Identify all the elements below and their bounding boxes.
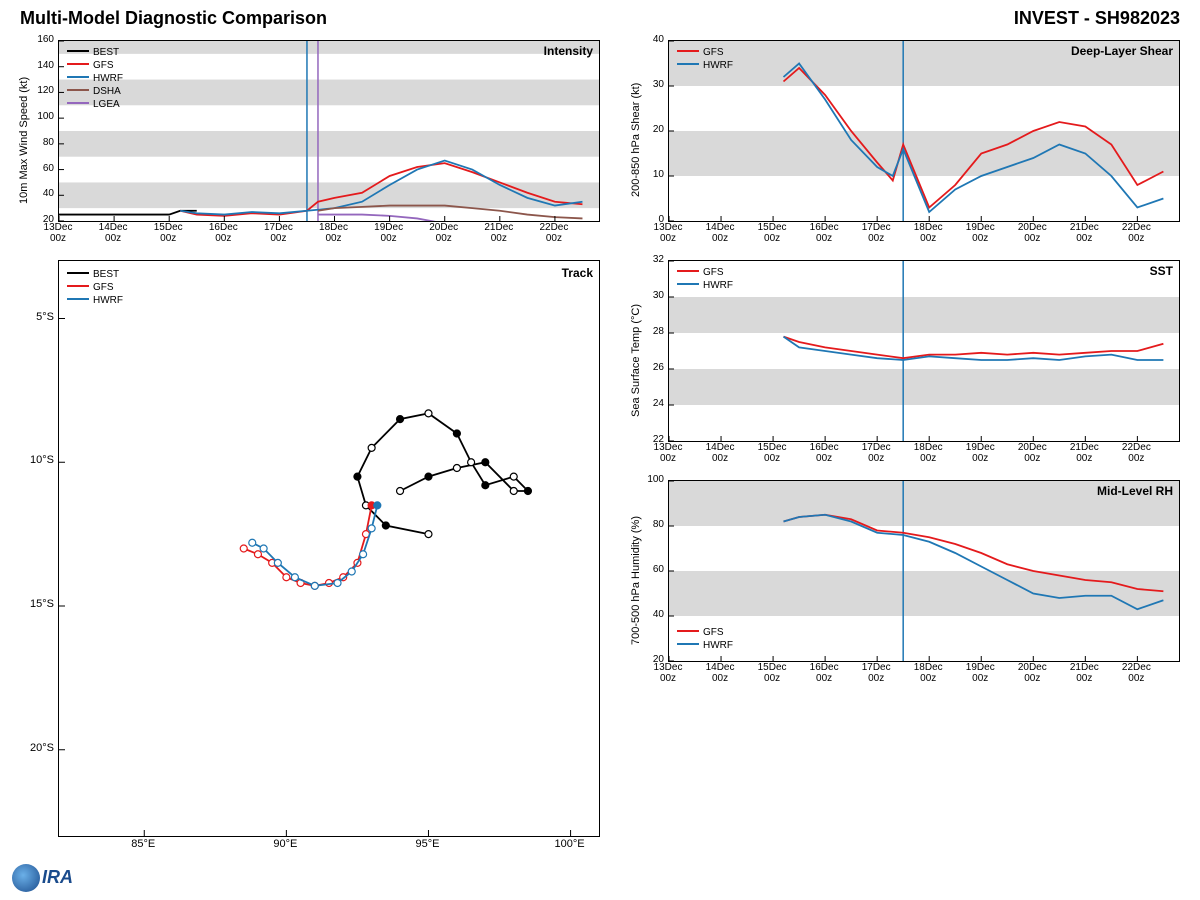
svg-text:Intensity: Intensity bbox=[544, 44, 594, 58]
svg-text:Track: Track bbox=[562, 266, 594, 280]
svg-text:GFS: GFS bbox=[703, 627, 724, 638]
svg-text:HWRF: HWRF bbox=[703, 640, 733, 651]
svg-text:BEST: BEST bbox=[93, 269, 119, 280]
svg-text:DSHA: DSHA bbox=[93, 86, 121, 97]
page-title-right: INVEST - SH982023 bbox=[1014, 8, 1180, 29]
svg-text:BEST: BEST bbox=[93, 47, 119, 58]
xticks-intensity: 13Dec 00z14Dec 00z15Dec 00z16Dec 00z17De… bbox=[58, 222, 598, 248]
yticks-shear: 010203040 bbox=[644, 40, 666, 220]
svg-text:GFS: GFS bbox=[93, 60, 114, 71]
svg-text:HWRF: HWRF bbox=[703, 60, 733, 71]
yticks-track: 5°S10°S15°S20°S bbox=[20, 260, 56, 835]
panel-rh: Mid-Level RH GFS HWRF bbox=[668, 480, 1180, 662]
xticks-shear: 13Dec 00z14Dec 00z15Dec 00z16Dec 00z17De… bbox=[668, 222, 1178, 248]
svg-text:GFS: GFS bbox=[93, 282, 114, 293]
svg-text:HWRF: HWRF bbox=[703, 280, 733, 291]
svg-text:HWRF: HWRF bbox=[93, 73, 123, 84]
svg-text:HWRF: HWRF bbox=[93, 295, 123, 306]
panel-shear: Deep-Layer Shear GFS HWRF bbox=[668, 40, 1180, 222]
globe-icon bbox=[12, 864, 40, 892]
svg-text:GFS: GFS bbox=[703, 47, 724, 58]
svg-text:Deep-Layer Shear: Deep-Layer Shear bbox=[1071, 44, 1173, 58]
panel-track: Track BEST GFS HWRF bbox=[58, 260, 600, 837]
panel-intensity: Intensity BEST GFS HWRF DSHA LGEA bbox=[58, 40, 600, 222]
yticks-intensity: 20406080100120140160 bbox=[30, 40, 56, 220]
yticks-sst: 222426283032 bbox=[644, 260, 666, 440]
xticks-sst: 13Dec 00z14Dec 00z15Dec 00z16Dec 00z17De… bbox=[668, 442, 1178, 468]
svg-text:Mid-Level RH: Mid-Level RH bbox=[1097, 484, 1173, 498]
yticks-rh: 20406080100 bbox=[640, 480, 666, 660]
svg-text:LGEA: LGEA bbox=[93, 99, 120, 110]
xticks-track: 85°E90°E95°E100°E bbox=[58, 838, 598, 858]
panel-sst: SST GFS HWRF bbox=[668, 260, 1180, 442]
page-title-left: Multi-Model Diagnostic Comparison bbox=[20, 8, 327, 29]
xticks-rh: 13Dec 00z14Dec 00z15Dec 00z16Dec 00z17De… bbox=[668, 662, 1178, 688]
svg-text:GFS: GFS bbox=[703, 267, 724, 278]
cira-logo: IRA bbox=[12, 864, 73, 892]
svg-text:SST: SST bbox=[1150, 264, 1174, 278]
